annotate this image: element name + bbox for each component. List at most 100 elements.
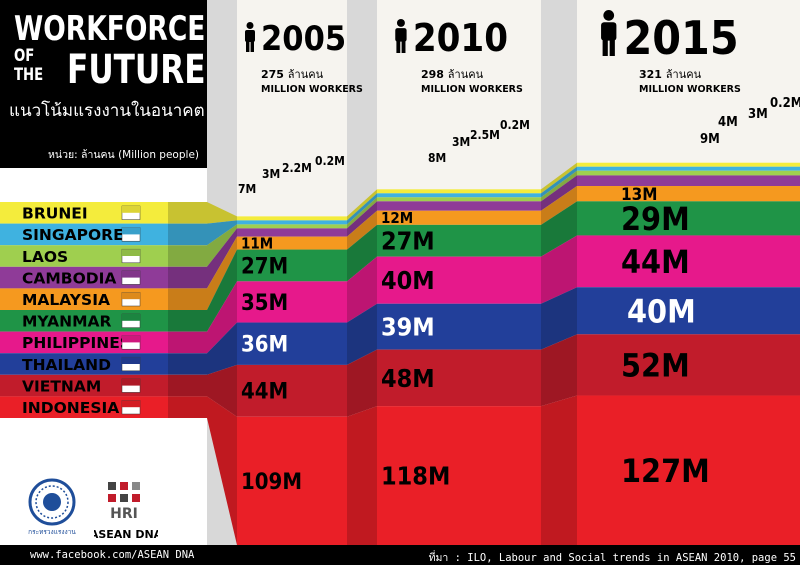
band-philippines-2015 bbox=[577, 235, 800, 288]
legend-label-malaysia: MALAYSIA bbox=[22, 291, 110, 309]
band-malaysia-2015 bbox=[577, 186, 800, 202]
band-indonesia-2015 bbox=[577, 395, 800, 545]
flag-band-brunei bbox=[122, 206, 140, 213]
connector-brunei-legend bbox=[168, 202, 237, 224]
value-label-vietnam-2005: 44M bbox=[241, 380, 288, 405]
connector-myanmar-legend bbox=[168, 249, 237, 332]
value-label-myanmar-2015: 29M bbox=[621, 200, 690, 238]
band-vietnam-2005 bbox=[237, 364, 347, 417]
value-label-cambodia-2010: 8M bbox=[428, 151, 446, 165]
legend-label-myanmar: MYANMAR bbox=[22, 313, 112, 331]
band-philippines-2005 bbox=[237, 281, 347, 323]
band-philippines-2010 bbox=[377, 256, 541, 304]
flag-band-myanmar bbox=[122, 314, 140, 321]
connector-brunei-2005 bbox=[347, 189, 377, 221]
value-label-singapore-2015: 3M bbox=[748, 107, 768, 122]
value-label-singapore-2010: 2.5M bbox=[470, 128, 500, 142]
value-label-philippines-2015: 44M bbox=[621, 243, 690, 281]
person-icon-2005 bbox=[245, 22, 255, 52]
value-label-vietnam-2010: 48M bbox=[381, 364, 435, 393]
year-label-2005: 2005 bbox=[261, 19, 346, 59]
value-label-myanmar-2010: 27M bbox=[381, 227, 435, 256]
value-label-myanmar-2005: 27M bbox=[241, 254, 288, 279]
flag-band-vietnam bbox=[122, 378, 140, 386]
connector-malaysia-legend bbox=[168, 236, 237, 310]
band-brunei-2015 bbox=[577, 162, 800, 167]
value-label-indonesia-2010: 118M bbox=[381, 462, 450, 491]
value-label-indonesia-2015: 127M bbox=[621, 452, 710, 490]
connector-indonesia-legend bbox=[168, 396, 237, 545]
connector-cambodia-2005 bbox=[347, 201, 377, 237]
value-label-thailand-2015: 40M bbox=[627, 292, 696, 330]
connector-indonesia-2005 bbox=[347, 406, 377, 545]
asean-dna-text: ASEAN DNA bbox=[94, 528, 158, 541]
band-malaysia-2005 bbox=[237, 236, 347, 250]
band-laos-2015 bbox=[577, 170, 800, 176]
value-label-laos-2010: 3M bbox=[452, 135, 470, 149]
person-icon-2010 bbox=[395, 19, 407, 53]
connector-malaysia-2005 bbox=[347, 210, 377, 250]
band-cambodia-2005 bbox=[237, 228, 347, 237]
band-thailand-2010 bbox=[377, 303, 541, 350]
band-brunei-2010 bbox=[377, 189, 541, 194]
flag-band-singapore bbox=[122, 227, 140, 235]
title-workforce: WORKFORCE bbox=[14, 9, 206, 49]
band-thailand-2015 bbox=[577, 287, 800, 335]
value-label-cambodia-2015: 9M bbox=[700, 132, 720, 147]
connector-vietnam-2005 bbox=[347, 349, 377, 417]
flag-band-laos bbox=[122, 249, 140, 256]
legend-label-brunei: BRUNEI bbox=[22, 205, 88, 223]
legend-label-singapore: SINGAPORE bbox=[22, 226, 124, 244]
value-label-malaysia-2015: 13M bbox=[621, 185, 658, 205]
connector-thailand-2010 bbox=[541, 287, 577, 350]
hri-text: HRI bbox=[110, 506, 138, 522]
connector-singapore-legend bbox=[168, 220, 237, 246]
band-myanmar-2015 bbox=[577, 201, 800, 236]
connector-malaysia-2010 bbox=[541, 186, 577, 225]
legend-label-indonesia: INDONESIA bbox=[22, 399, 119, 417]
connector-vietnam-2010 bbox=[541, 334, 577, 407]
legend-label-laos: LAOS bbox=[22, 248, 68, 266]
band-malaysia-2010 bbox=[377, 210, 541, 225]
subtitle-thai: แนวโน้มแรงงานในอนาคต bbox=[9, 101, 205, 121]
band-singapore-2005 bbox=[237, 220, 347, 225]
connector-philippines-legend bbox=[168, 281, 237, 354]
unit-note: หน่วย: ล้านคน (Million people) bbox=[48, 149, 199, 161]
connector-brunei-2010 bbox=[541, 162, 577, 194]
footer-bar: www.facebook.com/ASEAN DNA ที่มา : ILO, … bbox=[0, 545, 800, 565]
total-caption-2010: MILLION WORKERS bbox=[421, 84, 523, 95]
value-label-malaysia-2010: 12M bbox=[381, 209, 413, 227]
value-label-laos-2005: 3M bbox=[262, 167, 280, 181]
asean-dna-logo: HRI ASEAN DNA bbox=[90, 478, 163, 542]
band-indonesia-2010 bbox=[377, 406, 541, 545]
total-value-2005: 275 ล้านคน bbox=[261, 68, 324, 81]
value-label-laos-2015: 4M bbox=[718, 115, 738, 130]
band-singapore-2015 bbox=[577, 166, 800, 171]
connector-thailand-2005 bbox=[347, 303, 377, 365]
connector-singapore-2005 bbox=[347, 193, 377, 225]
facebook-link[interactable]: www.facebook.com/ASEAN DNA bbox=[30, 549, 195, 561]
value-label-brunei-2005: 0.2M bbox=[315, 154, 345, 168]
band-myanmar-2005 bbox=[237, 249, 347, 282]
value-label-malaysia-2005: 11M bbox=[241, 234, 273, 252]
connector-philippines-2010 bbox=[541, 235, 577, 304]
band-indonesia-2005 bbox=[237, 416, 347, 545]
total-caption-2005: MILLION WORKERS bbox=[261, 84, 363, 95]
connector-myanmar-2005 bbox=[347, 224, 377, 282]
band-vietnam-2010 bbox=[377, 349, 541, 407]
total-caption-2015: MILLION WORKERS bbox=[639, 84, 741, 95]
title-block: WORKFORCE OF THE FUTURE แนวโน้มแรงงานในอ… bbox=[0, 0, 207, 168]
value-label-vietnam-2015: 52M bbox=[621, 346, 690, 384]
legend-label-vietnam: VIETNAM bbox=[22, 377, 101, 395]
band-myanmar-2010 bbox=[377, 224, 541, 257]
value-label-philippines-2005: 35M bbox=[241, 291, 288, 316]
value-label-thailand-2010: 39M bbox=[381, 313, 435, 342]
total-value-2010: 298 ล้านคน bbox=[421, 68, 484, 81]
connector-singapore-2010 bbox=[541, 166, 577, 198]
connector-laos-2010 bbox=[541, 170, 577, 202]
flag-band-indonesia bbox=[122, 400, 140, 408]
title-future: FUTURE bbox=[67, 47, 206, 93]
source-note: ที่มา : ILO, Labour and Social trends in… bbox=[428, 552, 796, 564]
